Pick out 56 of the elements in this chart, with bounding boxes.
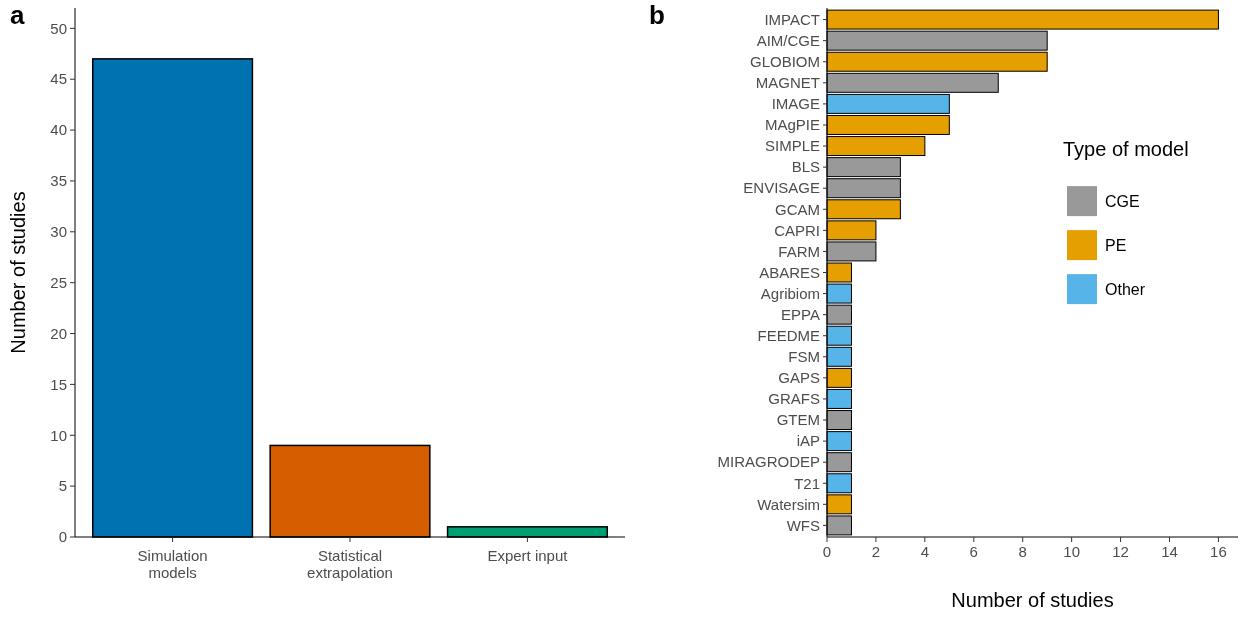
y-tick-label: WFS (786, 516, 820, 534)
y-tick-label: FEEDME (757, 326, 820, 344)
y-tick-label: MAgPIE (764, 116, 820, 134)
y-tick-label: 5 (58, 477, 67, 495)
y-tick-label: BLS (791, 158, 820, 176)
y-tick-label: T21 (794, 474, 820, 492)
y-tick-label: GCAM (775, 200, 820, 218)
x-tick-label: 2 (871, 543, 881, 560)
x-tick-label: 8 (1018, 543, 1027, 560)
y-tick-label: FSM (788, 348, 820, 366)
y-axis-title: Number of studies (7, 191, 29, 354)
y-tick-label: IMPACT (764, 10, 820, 28)
legend-title: Type of model (1063, 138, 1189, 161)
legend-label: CGE (1105, 192, 1140, 210)
x-axis-title: Number of studies (951, 589, 1114, 611)
y-tick-label: iAP (796, 432, 820, 450)
chart-title: a (10, 0, 25, 30)
y-tick-label: 40 (50, 121, 67, 139)
y-tick-label: CAPRI (774, 221, 820, 239)
y-tick-label: IMAGE (771, 95, 820, 113)
y-tick-label: 0 (58, 528, 67, 546)
x-tick-label: 0 (822, 543, 832, 560)
x-tick-label: Statistical extrapolation (307, 547, 393, 581)
x-tick-label: 6 (969, 543, 978, 560)
x-tick-label: 12 (1112, 543, 1129, 560)
y-tick-label: 30 (50, 223, 67, 241)
legend-label: Other (1105, 280, 1146, 298)
legend-label: PE (1105, 236, 1127, 254)
x-tick-label: 10 (1063, 543, 1080, 560)
y-tick-label: 35 (50, 172, 67, 190)
y-tick-label: Agribiom (760, 284, 820, 302)
y-tick-label: 10 (50, 426, 67, 444)
y-tick-label: Watersim (757, 495, 820, 513)
y-tick-label: 15 (50, 375, 67, 393)
y-tick-label: MAGNET (755, 74, 820, 92)
x-tick-label: Simulation models (137, 547, 208, 581)
x-tick-label: 16 (1210, 543, 1227, 560)
y-tick-label: EPPA (781, 305, 820, 323)
y-tick-label: 25 (50, 273, 67, 291)
x-tick-label: 4 (920, 543, 930, 560)
y-tick-label: GAPS (778, 369, 820, 387)
y-tick-label: MIRAGRODEP (717, 453, 820, 471)
x-tick-label: Expert input (487, 547, 569, 564)
y-tick-label: ENVISAGE (743, 179, 820, 197)
y-tick-label: SIMPLE (764, 137, 820, 155)
y-tick-label: GRAFS (768, 390, 820, 408)
y-tick-label: AIM/CGE (756, 31, 820, 49)
y-tick-label: 45 (50, 70, 67, 88)
y-tick-label: GLOBIOM (749, 52, 820, 70)
y-tick-label: GTEM (776, 411, 820, 429)
y-tick-label: 50 (50, 19, 67, 37)
y-tick-label: ABARES (759, 263, 820, 281)
y-tick-label: FARM (778, 242, 820, 260)
chart-title: b (649, 0, 665, 30)
x-tick-label: 14 (1161, 543, 1178, 560)
y-tick-label: 20 (50, 324, 67, 342)
